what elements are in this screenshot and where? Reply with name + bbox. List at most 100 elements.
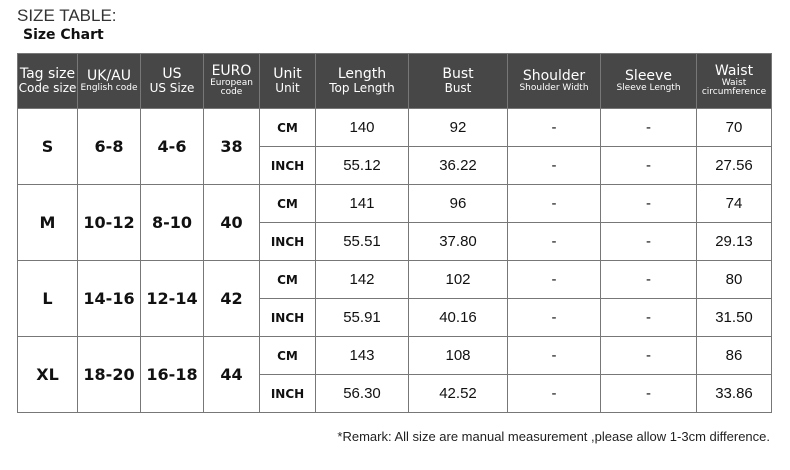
measurement-cell: 37.80: [408, 222, 508, 261]
measurement-cell: 55.12: [315, 146, 409, 185]
measurement-cell: -: [507, 222, 601, 261]
header-sub: Shoulder Width: [519, 82, 589, 93]
measurement-cell: -: [600, 260, 697, 299]
measurement-cell: 108: [408, 336, 508, 375]
header-sub: Unit: [275, 81, 300, 96]
size-table: Tag size Code size UK/AU English code US US S…: [17, 53, 772, 413]
measurement-cell: 141: [315, 184, 409, 223]
measurement-cell: 70: [696, 108, 772, 147]
unit-cell: INCH: [259, 146, 316, 185]
column-header: Unit Unit: [259, 53, 316, 109]
size-us: 12-14: [140, 260, 204, 337]
header-sub: Top Length: [329, 81, 395, 96]
header-main: Tag size: [19, 66, 76, 83]
measurement-cell: -: [600, 374, 697, 413]
header-main: Shoulder: [522, 67, 586, 84]
column-header: Bust Bust: [408, 53, 508, 109]
header-sub: US Size: [149, 81, 195, 96]
remark: *Remark: All size are manual measurement…: [337, 429, 770, 444]
header-main: US: [162, 66, 182, 83]
measurement-cell: 96: [408, 184, 508, 223]
measurement-cell: 55.91: [315, 298, 409, 337]
measurement-cell: 56.30: [315, 374, 409, 413]
size-us: 8-10: [140, 184, 204, 261]
measurement-cell: -: [507, 298, 601, 337]
size-tag: M: [17, 184, 78, 261]
size-uk: 14-16: [77, 260, 141, 337]
measurement-cell: -: [507, 184, 601, 223]
unit-cell: CM: [259, 336, 316, 375]
measurement-cell: 80: [696, 260, 772, 299]
size-euro: 40: [203, 184, 260, 261]
measurement-cell: 143: [315, 336, 409, 375]
table-row: INCH 55.12 36.22- -27.56: [18, 146, 772, 185]
header-main: Length: [337, 66, 387, 83]
unit-cell: INCH: [259, 374, 316, 413]
column-header: Tag size Code size: [17, 53, 78, 109]
header-main: UK/AU: [87, 67, 131, 84]
measurement-cell: 92: [408, 108, 508, 147]
header-sub: English code: [80, 82, 138, 93]
measurement-cell: 74: [696, 184, 772, 223]
header-main: Waist: [714, 63, 754, 80]
measurement-cell: -: [507, 260, 601, 299]
measurement-cell: -: [600, 108, 697, 147]
header-main: Bust: [442, 66, 474, 83]
measurement-cell: 29.13: [696, 222, 772, 261]
size-tag: XL: [17, 336, 78, 413]
measurement-cell: -: [600, 336, 697, 375]
measurement-cell: -: [507, 146, 601, 185]
measurement-cell: 27.56: [696, 146, 772, 185]
measurement-cell: 86: [696, 336, 772, 375]
header-main: EURO: [211, 63, 252, 80]
size-euro: 42: [203, 260, 260, 337]
column-header: US US Size: [140, 53, 204, 109]
size-tag: L: [17, 260, 78, 337]
unit-cell: CM: [259, 260, 316, 299]
measurement-cell: 33.86: [696, 374, 772, 413]
measurement-cell: -: [600, 222, 697, 261]
measurement-cell: 102: [408, 260, 508, 299]
header-sub: Bust: [444, 81, 472, 96]
measurement-cell: -: [507, 108, 601, 147]
measurement-cell: -: [600, 184, 697, 223]
measurement-cell: -: [507, 336, 601, 375]
size-tag: S: [17, 108, 78, 185]
unit-cell: CM: [259, 108, 316, 147]
header-sub: Code size: [18, 81, 77, 96]
size-us: 16-18: [140, 336, 204, 413]
table-row: S 6-8 4-6 38 CM 140 92- -70: [17, 108, 772, 185]
size-uk: 6-8: [77, 108, 141, 185]
header-row: Tag size Code size UK/AU English code US US S…: [17, 53, 772, 109]
header-sub: Waist circumference: [701, 77, 767, 98]
unit-cell: CM: [259, 184, 316, 223]
header-main: Sleeve: [625, 67, 672, 84]
table-row: L 14-16 12-14 42 CM 142 102- -80: [17, 260, 772, 337]
table-row: INCH 56.30 42.52- -33.86: [18, 374, 772, 413]
size-uk: 18-20: [77, 336, 141, 413]
measurement-cell: -: [600, 146, 697, 185]
unit-cell: INCH: [259, 222, 316, 261]
column-header: Shoulder Shoulder Width: [507, 53, 601, 109]
measurement-cell: -: [507, 374, 601, 413]
table-row: XL 18-20 16-18 44 CM 143 108- -86: [17, 336, 772, 413]
table-row: M 10-12 8-10 40 CM 141 96- -74: [17, 184, 772, 261]
size-euro: 38: [203, 108, 260, 185]
measurement-cell: 55.51: [315, 222, 409, 261]
measurement-cell: 42.52: [408, 374, 508, 413]
size-uk: 10-12: [77, 184, 141, 261]
column-header: EURO European code: [203, 53, 260, 109]
table-row: INCH 55.51 37.80- -29.13: [18, 222, 772, 261]
header-main: Unit: [273, 66, 302, 83]
measurement-cell: 40.16: [408, 298, 508, 337]
header-sub: Sleeve Length: [616, 82, 681, 93]
column-header: Length Top Length: [315, 53, 409, 109]
chart-subtitle: Size Chart: [23, 27, 104, 43]
column-header: Sleeve Sleeve Length: [600, 53, 697, 109]
size-euro: 44: [203, 336, 260, 413]
measurement-cell: -: [600, 298, 697, 337]
header-sub: European code: [210, 77, 253, 98]
measurement-cell: 36.22: [408, 146, 508, 185]
column-header: Waist Waist circumference: [696, 53, 772, 109]
unit-cell: INCH: [259, 298, 316, 337]
